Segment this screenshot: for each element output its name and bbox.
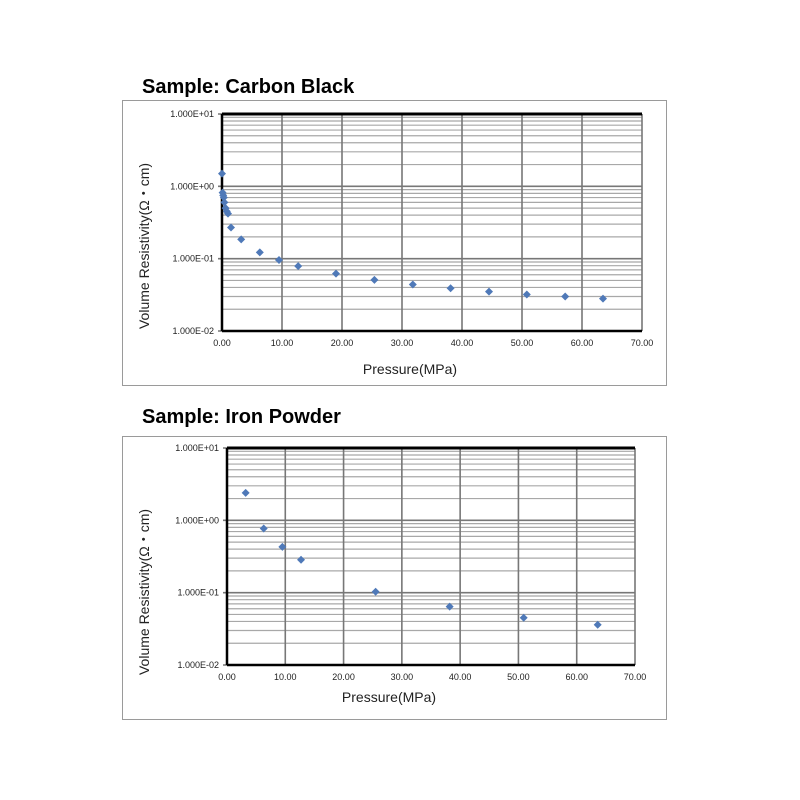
chart-2-frame: Pressure(MPa) Volume Resistivity(Ω・cm) 0… [122,436,667,720]
data-point [485,287,493,296]
data-point [371,587,380,596]
data-point [255,248,264,257]
data-point [561,292,570,301]
x-tick-label: 10.00 [274,672,297,682]
data-point [332,269,340,278]
y-tick-label: 1.000E+01 [175,443,219,453]
data-point [446,284,455,293]
x-tick-label: 30.00 [391,338,414,348]
data-point [218,169,226,178]
x-tick-label: 20.00 [331,338,354,348]
x-tick-label: 20.00 [332,672,355,682]
x-tick-label: 40.00 [451,338,474,348]
data-point [237,235,246,244]
x-tick-label: 50.00 [511,338,534,348]
chart-1-xlabel: Pressure(MPa) [363,361,457,377]
data-point [241,488,250,497]
data-point [408,280,417,289]
data-point [278,542,287,551]
y-tick-label: 1.000E+00 [170,181,214,191]
x-tick-label: 60.00 [565,672,588,682]
y-tick-label: 1.000E-01 [172,254,214,264]
y-tick-label: 1.000E+00 [175,515,219,525]
x-tick-label: 40.00 [449,672,472,682]
data-point [227,223,235,232]
data-point [294,262,303,271]
data-point [259,524,268,533]
x-tick-label: 50.00 [507,672,530,682]
data-point [519,613,528,622]
x-tick-label: 30.00 [391,672,414,682]
chart-1-ylabel: Volume Resistivity(Ω・cm) [136,163,152,329]
chart-2-svg: Pressure(MPa) Volume Resistivity(Ω・cm) 0… [136,443,647,705]
data-point [297,555,306,564]
x-tick-label: 10.00 [271,338,294,348]
chart-1-title: Sample: Carbon Black [142,76,355,98]
x-tick-label: 0.00 [218,672,236,682]
data-point [522,290,531,299]
x-tick-label: 70.00 [624,672,647,682]
y-tick-label: 1.000E+01 [170,109,214,119]
y-tick-label: 1.000E-02 [177,660,219,670]
x-tick-label: 60.00 [571,338,594,348]
data-point [219,193,228,202]
x-tick-label: 0.00 [213,338,231,348]
y-tick-label: 1.000E-02 [172,326,214,336]
chart-2-xlabel: Pressure(MPa) [342,689,436,705]
y-tick-label: 1.000E-01 [177,588,219,598]
chart-2-ylabel: Volume Resistivity(Ω・cm) [136,509,152,675]
data-point [221,204,230,213]
data-point [224,209,232,218]
data-point [593,620,602,629]
data-point [220,198,229,207]
data-point [445,602,454,611]
chart-1-frame: Pressure(MPa) Volume Resistivity(Ω・cm) 0… [122,100,667,386]
data-point [370,275,379,284]
chart-1-svg: Pressure(MPa) Volume Resistivity(Ω・cm) 0… [136,109,654,377]
x-tick-label: 70.00 [631,338,654,348]
chart-2-title: Sample: Iron Powder [142,406,341,428]
data-point [599,294,607,303]
